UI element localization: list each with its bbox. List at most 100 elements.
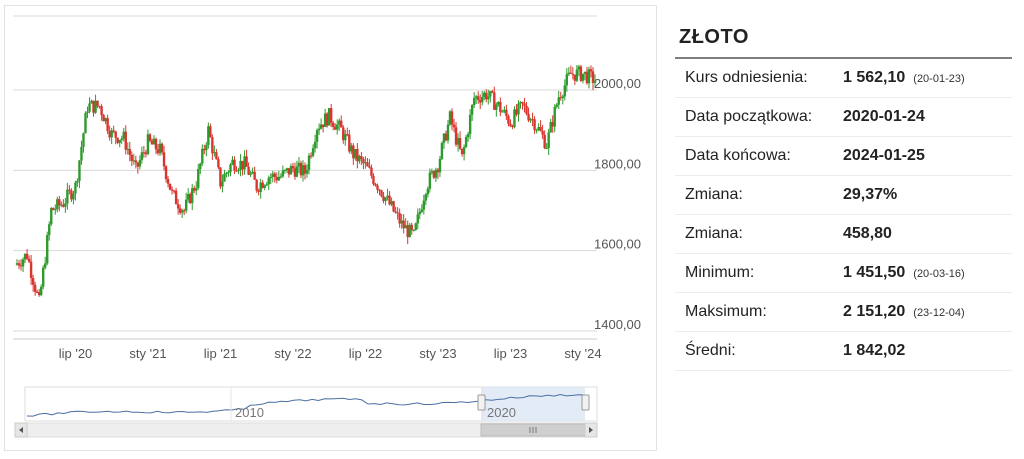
candle-body: [352, 145, 355, 159]
candle-body: [319, 124, 323, 129]
candle-body: [456, 137, 460, 145]
candle-body: [193, 188, 196, 191]
candle-body: [122, 131, 125, 139]
candle-body: [126, 148, 129, 150]
stats-label: Data początkowa:: [675, 97, 843, 137]
candle-body: [152, 138, 156, 145]
candle-body: [197, 169, 200, 188]
candle-body: [374, 184, 377, 186]
candle-body: [589, 69, 593, 72]
stats-row: Zmiana: 29,37%: [675, 175, 1012, 215]
candle-body: [503, 109, 506, 112]
candle-body: [219, 167, 222, 187]
candle-body: [56, 199, 59, 210]
candle-body: [116, 137, 119, 143]
candle-body: [442, 133, 446, 143]
candle-body: [404, 225, 407, 229]
candle-body: [54, 209, 57, 211]
candle-body: [370, 167, 373, 176]
candle-body: [178, 208, 182, 213]
candle-body: [25, 253, 29, 259]
candle-body: [150, 140, 154, 145]
candle-body: [31, 277, 35, 285]
candle-body: [317, 128, 321, 131]
candle-body: [583, 71, 587, 74]
candle-body: [360, 156, 363, 160]
candle-body: [142, 152, 146, 154]
candle-body: [368, 166, 371, 168]
stats-label: Maksimum:: [675, 292, 843, 332]
candle-body: [237, 169, 240, 171]
candle-body: [559, 97, 562, 99]
candle-body: [27, 258, 31, 262]
candle-body: [170, 189, 174, 191]
candle-body: [483, 92, 486, 97]
candle-body: [420, 209, 424, 212]
candle-body: [472, 97, 476, 106]
candle-body: [29, 261, 33, 278]
candle-body: [227, 172, 230, 174]
candle-body: [76, 180, 79, 183]
navigator-selection[interactable]: [481, 387, 585, 421]
arrow-right-icon: [589, 427, 593, 433]
navigator-handle[interactable]: [581, 394, 590, 411]
candle-body: [499, 101, 502, 113]
candle-body: [160, 143, 164, 153]
candle-body: [390, 201, 393, 205]
candle-body: [311, 148, 315, 156]
candle-body: [553, 106, 556, 127]
candle-body: [144, 152, 148, 155]
candle-body: [215, 152, 218, 160]
stats-table: Kurs odniesienia: 1 562,10 (20-01-23) Dat…: [675, 57, 1012, 371]
candle-body: [476, 96, 480, 101]
candle-body: [156, 149, 160, 154]
candle-body: [136, 162, 140, 167]
navigator-tick-label: 2010: [235, 405, 264, 420]
candle-body: [90, 100, 93, 104]
candle-body: [396, 212, 399, 214]
stats-row: Kurs odniesienia: 1 562,10 (20-01-23): [675, 58, 1012, 98]
navigator-handle[interactable]: [477, 394, 486, 411]
candle-body: [84, 113, 87, 134]
candle-body: [438, 158, 442, 173]
candle-body: [209, 126, 212, 138]
candle-body: [358, 156, 361, 162]
candle-body: [323, 113, 327, 128]
candle-body: [62, 204, 65, 207]
candle-body: [64, 203, 67, 207]
candle-body: [283, 170, 287, 172]
candle-body: [577, 66, 581, 70]
candle-body: [394, 211, 397, 213]
candle-body: [446, 124, 450, 141]
x-tick-label: sty '21: [129, 346, 166, 361]
candle-body: [70, 190, 73, 200]
candle-body: [567, 72, 571, 75]
candle-body: [37, 292, 41, 296]
candle-body: [273, 173, 276, 177]
candle-body: [329, 108, 333, 123]
candle-body: [68, 189, 71, 191]
candle-body: [261, 182, 264, 188]
candle-body: [297, 162, 301, 167]
candle-body: [94, 100, 97, 113]
candle-body: [505, 109, 508, 117]
candle-body: [551, 122, 554, 127]
candle-body: [493, 92, 496, 110]
stats-label: Minimum:: [675, 253, 843, 293]
candle-body: [186, 193, 190, 200]
candle-body: [134, 160, 138, 163]
candle-body: [346, 134, 349, 136]
stats-date: (23-12-04): [913, 307, 965, 319]
candle-body: [15, 263, 19, 265]
candle-body: [432, 171, 436, 178]
candle-body: [301, 165, 305, 176]
stats-value: 458,80: [843, 225, 892, 242]
candle-body: [82, 133, 85, 147]
candle-body: [138, 160, 142, 167]
candle-body: [533, 119, 536, 131]
candle-body: [239, 160, 242, 170]
y-tick-label: 2000,00: [594, 76, 641, 91]
candle-body: [46, 235, 49, 264]
stats-panel: ZŁOTO Kurs odniesienia: 1 562,10 (20-01-2…: [675, 26, 1012, 371]
candle-body: [448, 111, 452, 125]
